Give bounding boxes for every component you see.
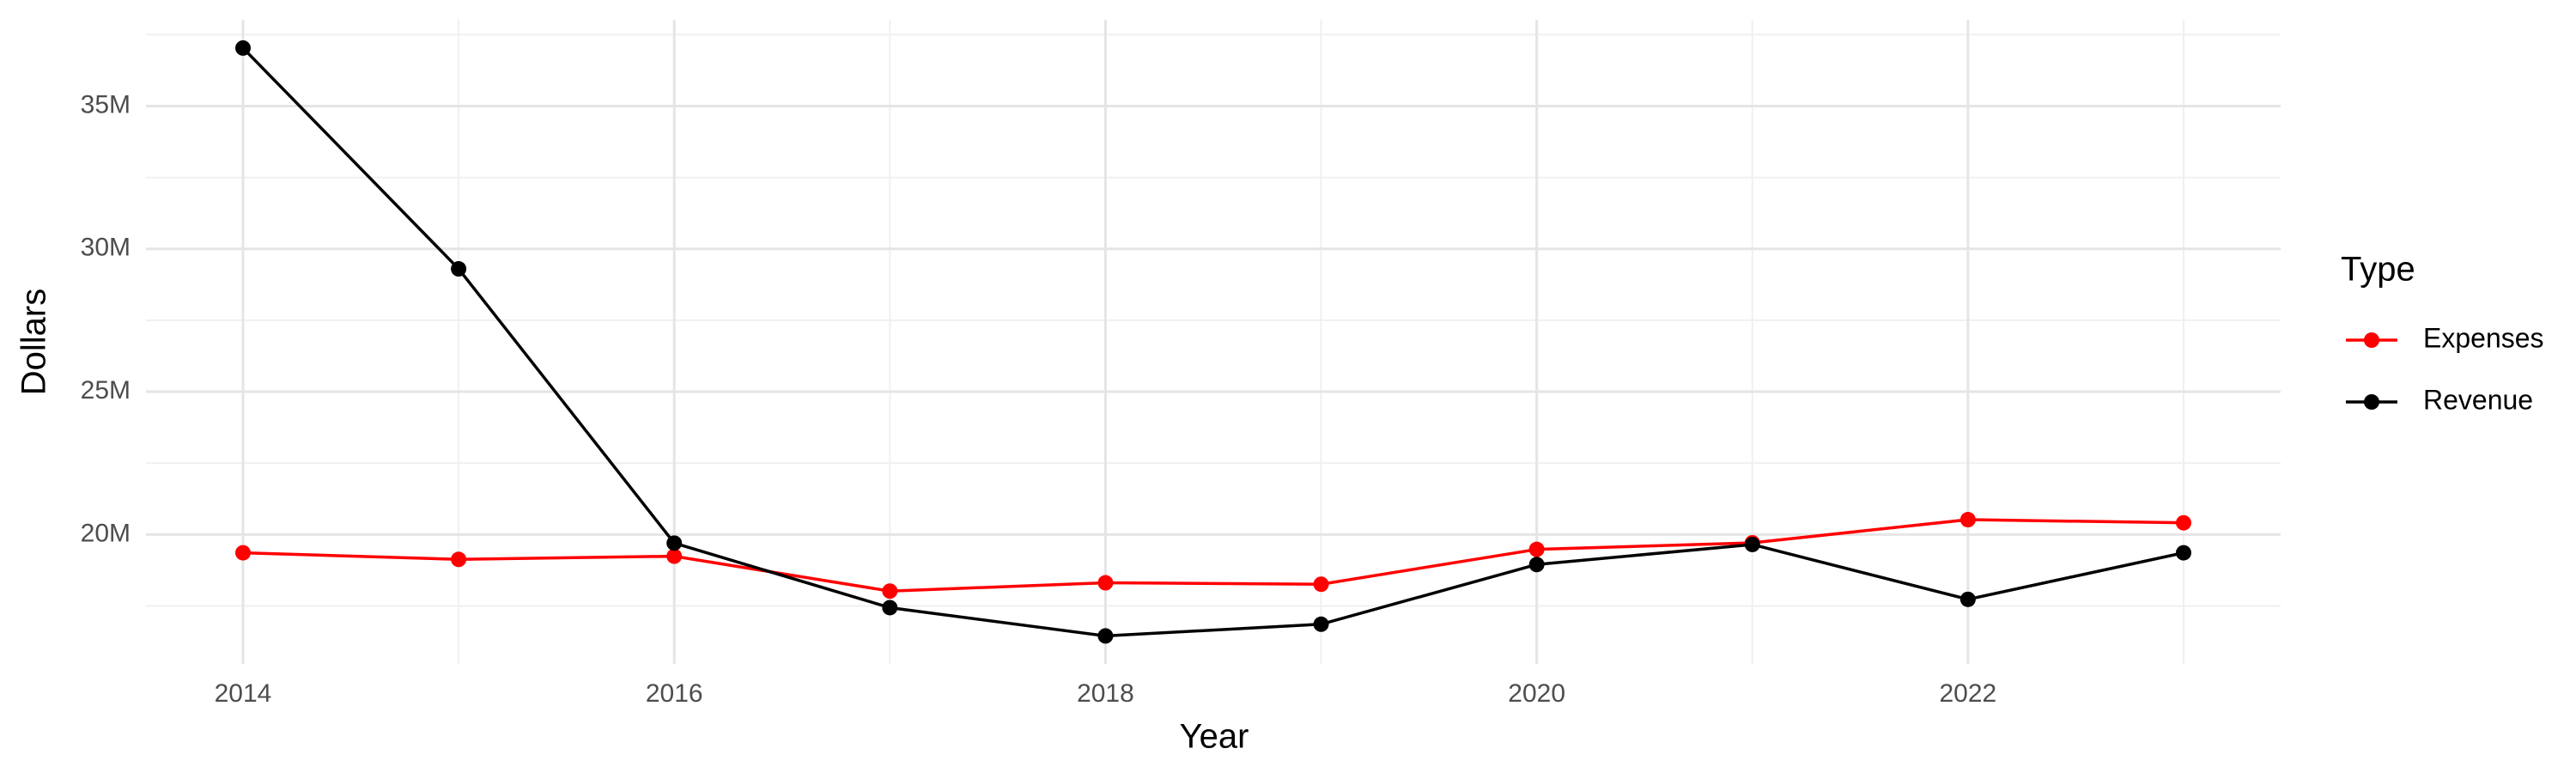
y-tick-label: 35M: [81, 90, 131, 119]
data-point: [2176, 545, 2191, 561]
y-tick-label: 25M: [81, 376, 131, 405]
y-tick-label: 20M: [81, 519, 131, 547]
legend-marker: [2364, 332, 2379, 348]
data-point: [1959, 591, 1976, 607]
data-point: [1097, 575, 1114, 591]
data-point: [2176, 514, 2191, 531]
data-point: [235, 545, 251, 561]
data-point: [666, 535, 683, 551]
data-point: [1313, 616, 1329, 632]
data-point: [451, 261, 467, 277]
grid: [146, 20, 2281, 664]
y-axis-label: Dollars: [15, 289, 53, 395]
data-point: [666, 548, 683, 564]
data-point: [1959, 512, 1976, 528]
y-tick-label: 30M: [81, 234, 131, 262]
x-tick-label: 2020: [1508, 679, 1565, 708]
legend-title: Type: [2341, 251, 2415, 289]
legend-label: Revenue: [2423, 384, 2533, 415]
data-point: [1528, 541, 1545, 557]
series-line: [242, 518, 2184, 593]
data-point: [451, 551, 467, 568]
x-axis-label: Year: [1180, 718, 1249, 756]
data-point: [1313, 576, 1329, 593]
data-point: [882, 600, 898, 616]
data-point: [882, 583, 898, 600]
x-tick-label: 2014: [215, 679, 272, 708]
data-point: [1528, 557, 1545, 573]
x-tick-label: 2016: [646, 679, 703, 708]
x-tick-label: 2018: [1077, 679, 1134, 708]
data-point: [1744, 536, 1760, 552]
legend-marker: [2364, 394, 2379, 410]
data-point: [1097, 628, 1114, 644]
series-line: [241, 46, 2184, 638]
data-point: [235, 40, 251, 56]
x-tick-label: 2022: [1940, 679, 1997, 708]
legend-label: Expenses: [2423, 322, 2544, 353]
